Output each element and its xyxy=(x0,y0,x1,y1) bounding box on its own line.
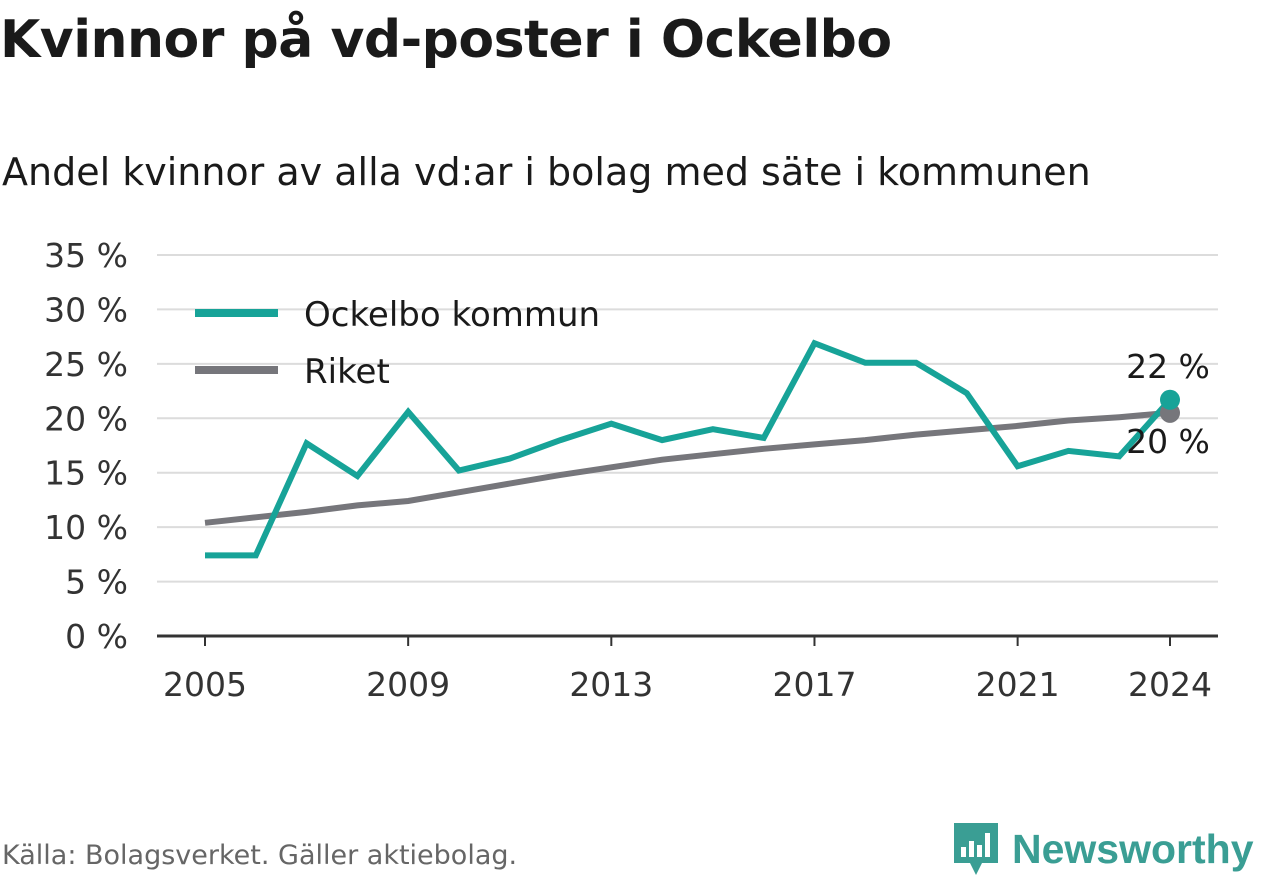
end-label-riket: 20 % xyxy=(1126,422,1210,461)
x-tick-label: 2017 xyxy=(772,665,856,704)
legend-label-riket: Riket xyxy=(304,352,390,392)
y-tick-label: 30 % xyxy=(44,290,128,329)
legend-label-ockelbo: Ockelbo kommun xyxy=(304,295,600,335)
end-label-ockelbo: 22 % xyxy=(1126,347,1210,386)
source-note: Källa: Bolagsverket. Gäller aktiebolag. xyxy=(2,840,518,871)
x-tick-label: 2005 xyxy=(163,665,247,704)
y-axis-tick-labels: 0 % 5 % 10 % 15 % 20 % 25 % 30 % 35 % xyxy=(44,236,128,656)
x-tick-label: 2013 xyxy=(569,665,653,704)
chart-title: Kvinnor på vd-poster i Ockelbo xyxy=(0,10,892,70)
series-line-ockelbo xyxy=(205,339,1173,559)
y-tick-label: 25 % xyxy=(44,345,128,384)
legend: Ockelbo kommun Riket xyxy=(195,295,600,392)
y-tick-label: 20 % xyxy=(44,399,128,438)
newsworthy-logo: Newsworthy xyxy=(952,820,1254,878)
x-tick-label: 2021 xyxy=(976,665,1060,704)
line-chart: 0 %5 %10 %15 %20 %25 %30 %35 % 2005 2009 2… xyxy=(44,236,1218,704)
brand-name: Newsworthy xyxy=(1012,825,1254,872)
y-tick-label: 35 % xyxy=(44,236,128,275)
gridlines xyxy=(157,254,1218,583)
y-tick-label: 0 % xyxy=(65,617,128,656)
series-line-riket xyxy=(204,409,1171,526)
y-tick-label: 10 % xyxy=(44,508,128,547)
chart-subtitle: Andel kvinnor av alla vd:ar i bolag med … xyxy=(2,150,1091,194)
end-point-ockelbo xyxy=(1160,389,1180,410)
x-tick-label: 2024 xyxy=(1128,665,1212,704)
y-tick-label: 15 % xyxy=(44,454,128,493)
bar-chart-icon xyxy=(954,823,998,875)
x-tick-label: 2009 xyxy=(366,665,450,704)
y-tick-label: 5 % xyxy=(65,563,128,602)
series-lines xyxy=(204,339,1173,559)
end-markers xyxy=(1160,389,1180,423)
x-axis: 2005 2009 2013 2017 2021 2024 xyxy=(157,634,1218,704)
